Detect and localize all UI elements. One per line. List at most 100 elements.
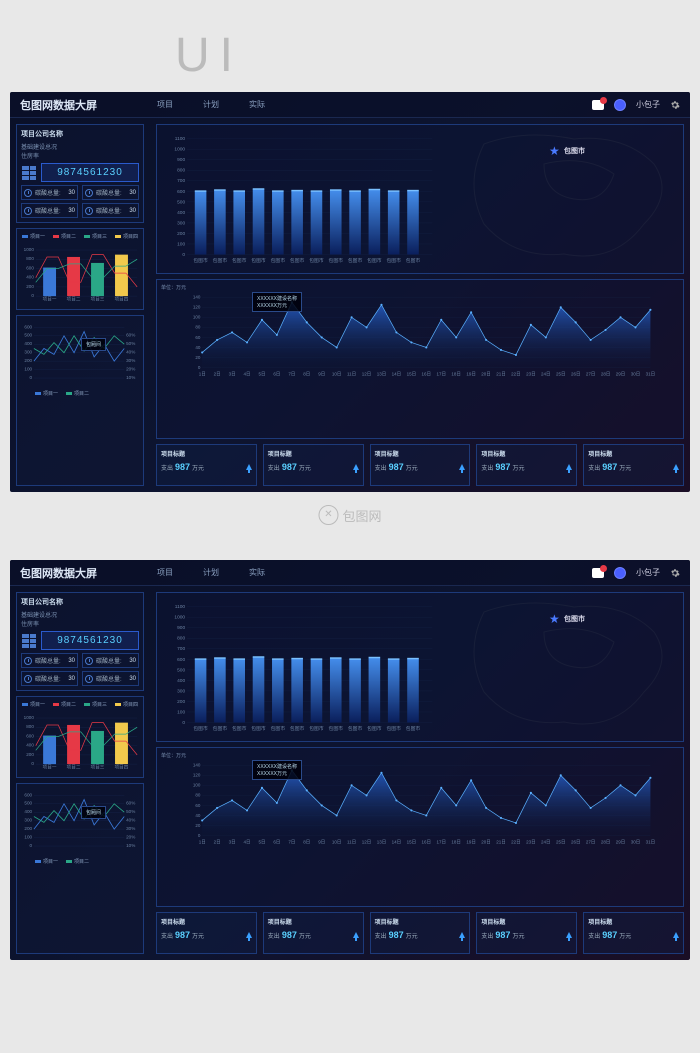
svg-text:18日: 18日 [451,840,461,846]
svg-text:包图市: 包图市 [213,725,228,732]
svg-text:140: 140 [193,763,201,768]
gear-icon[interactable] [670,568,680,578]
svg-text:16日: 16日 [422,372,432,378]
svg-text:40%: 40% [126,350,135,355]
area-chart: 0204060801001201401日2日3日4日5日6日7日8日9日10日1… [161,291,679,381]
svg-text:项目二: 项目二 [67,297,81,303]
arrow-up-icon [353,464,359,470]
metric-card[interactable]: 项目标题 支出 987 万元 [583,444,684,486]
svg-text:600: 600 [24,324,32,329]
svg-text:900: 900 [177,625,185,631]
multi-chart-panel: 项目一项目二项目三项目四 02004006008001000项目一项目二项目三项… [16,696,144,778]
metric-card[interactable]: 项目标题 支出 987 万元 [370,912,471,954]
svg-text:包图市: 包图市 [348,257,363,264]
company-panel: 项目公司名称 基础建设总况 住房率 9874561230 碳酸总量:30 碳酸总… [16,124,144,223]
svg-text:2日: 2日 [214,840,221,846]
svg-text:200: 200 [177,231,185,237]
svg-text:项目一: 项目一 [43,765,57,771]
area-chart-panel: 单位：万元 0204060801001201401日2日3日4日5日6日7日8日… [156,747,684,907]
cards-row: 项目标题 支出 987 万元 项目标题 支出 987 万元 项目标题 支出 98… [156,912,684,954]
avatar[interactable] [614,567,626,579]
svg-text:包图市: 包图市 [271,257,286,264]
header: 包图网数据大屏 项目 计划 实际 小包子 [10,92,690,118]
svg-text:包图市: 包图市 [271,725,286,732]
chat-icon[interactable] [592,568,604,578]
svg-text:300: 300 [177,688,185,694]
svg-text:0: 0 [31,761,34,766]
gear-icon[interactable] [670,100,680,110]
svg-text:400: 400 [26,743,34,748]
stat-item: 碳酸总量:30 [82,653,139,668]
svg-text:3日: 3日 [229,372,236,378]
tab-plan[interactable]: 计划 [203,567,219,578]
metric-card[interactable]: 项目标题 支出 987 万元 [263,444,364,486]
svg-text:13日: 13日 [377,840,387,846]
svg-text:11日: 11日 [347,372,356,378]
metric-card[interactable]: 项目标题 支出 987 万元 [156,444,257,486]
clock-icon [24,675,32,683]
app-title: 包图网数据大屏 [20,565,97,581]
chat-icon[interactable] [592,100,604,110]
card-unit: 万元 [299,931,311,940]
building-icon [21,633,37,649]
metric-card[interactable]: 项目标题 支出 987 万元 [583,912,684,954]
svg-text:14日: 14日 [392,840,402,846]
unit-label: 单位：万元 [161,284,679,291]
card-unit: 万元 [619,463,631,472]
svg-text:400: 400 [24,809,32,814]
svg-text:12日: 12日 [362,840,372,846]
svg-text:500: 500 [177,667,185,673]
svg-text:包图市: 包图市 [348,725,363,732]
multi-legend: 项目一项目二项目三项目四 [21,701,139,708]
svg-text:包图市: 包图市 [213,257,228,264]
tab-plan[interactable]: 计划 [203,99,219,110]
svg-text:600: 600 [26,733,34,738]
nav-tabs: 项目 计划 实际 [157,567,265,578]
svg-text:包图市: 包图市 [251,725,266,732]
svg-text:包图市: 包图市 [290,725,305,732]
svg-text:300: 300 [177,220,185,226]
sidebar: 项目公司名称 基础建设总况 住房率 9874561230 碳酸总量:30 碳酸总… [10,586,150,960]
svg-text:包图市: 包图市 [251,257,266,264]
svg-text:包图市: 包图市 [329,257,344,264]
arrow-up-icon [246,464,252,470]
svg-text:40: 40 [195,813,201,818]
svg-text:20: 20 [195,823,201,828]
tab-actual[interactable]: 实际 [249,99,265,110]
card-value: 987 [389,462,404,472]
svg-text:29日: 29日 [616,840,626,846]
metric-card[interactable]: 项目标题 支出 987 万元 [476,444,577,486]
area-chart-panel: 单位：万元 0204060801001201401日2日3日4日5日6日7日8日… [156,279,684,439]
metric-card[interactable]: 项目标题 支出 987 万元 [263,912,364,954]
svg-text:600: 600 [177,657,185,663]
tab-actual[interactable]: 实际 [249,567,265,578]
svg-text:26日: 26日 [571,372,581,378]
metric-card[interactable]: 项目标题 支出 987 万元 [476,912,577,954]
tab-project[interactable]: 项目 [157,99,173,110]
svg-text:9日: 9日 [318,372,325,378]
dual-legend: 项目一 项目二 [21,390,139,397]
svg-text:100: 100 [24,367,32,372]
svg-text:300: 300 [24,818,32,823]
card-value: 987 [282,930,297,940]
avatar[interactable] [614,99,626,111]
svg-text:包图市: 包图市 [406,725,421,732]
svg-text:23日: 23日 [526,372,536,378]
card-value: 987 [389,930,404,940]
card-title: 项目标题 [588,449,679,458]
metric-card[interactable]: 项目标题 支出 987 万元 [370,444,471,486]
svg-text:400: 400 [177,678,185,684]
svg-text:200: 200 [24,826,32,831]
multi-chart: 02004006008001000项目一项目二项目三项目四 [21,711,139,773]
stat-item: 碳酸总量:30 [21,671,78,686]
svg-text:28日: 28日 [601,840,611,846]
card-value: 987 [175,462,190,472]
metric-card[interactable]: 项目标题 支出 987 万元 [156,912,257,954]
card-prefix: 支出 [481,463,493,472]
svg-text:30日: 30日 [631,372,641,378]
big-number: 9874561230 [41,163,139,182]
svg-text:28日: 28日 [601,372,611,378]
svg-text:12日: 12日 [362,372,372,378]
arrow-up-icon [246,932,252,938]
tab-project[interactable]: 项目 [157,567,173,578]
